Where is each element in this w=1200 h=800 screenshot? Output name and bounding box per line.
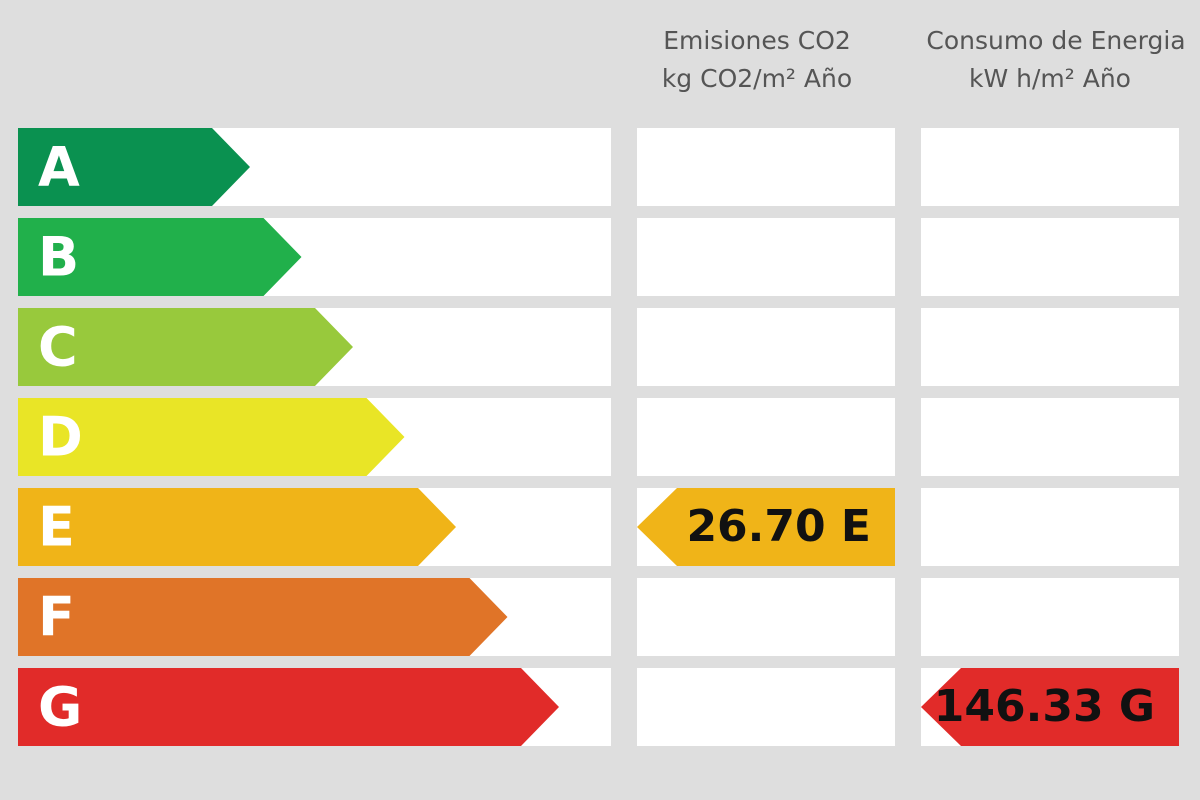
grade-arrow bbox=[18, 668, 559, 746]
grade-letter: A bbox=[38, 136, 80, 199]
energy-rating: 146.33 G bbox=[934, 681, 1155, 732]
grade-arrow bbox=[18, 128, 250, 206]
grade-letter: E bbox=[38, 496, 75, 559]
energy-cell bbox=[921, 218, 1179, 296]
grade-letter: D bbox=[38, 406, 83, 469]
grade-arrow bbox=[18, 218, 302, 296]
grade-letter: B bbox=[38, 226, 79, 289]
energy-cell bbox=[921, 488, 1179, 566]
grade-arrow bbox=[18, 488, 456, 566]
co2-cell bbox=[637, 578, 895, 656]
energy-cell bbox=[921, 398, 1179, 476]
grade-arrow bbox=[18, 308, 353, 386]
co2-cell bbox=[637, 668, 895, 746]
grade-letter: F bbox=[38, 586, 75, 649]
co2-unit: kg CO2/m² Año bbox=[662, 64, 852, 93]
energy-cell bbox=[921, 128, 1179, 206]
co2-cell bbox=[637, 308, 895, 386]
co2-cell bbox=[637, 398, 895, 476]
grade-arrow bbox=[18, 578, 508, 656]
grade-arrow bbox=[18, 398, 405, 476]
energy-header: Consumo de Energia bbox=[926, 26, 1185, 55]
energy-cell bbox=[921, 578, 1179, 656]
co2-rating: 26.70 E bbox=[686, 501, 871, 552]
co2-cell bbox=[637, 128, 895, 206]
energy-cell bbox=[921, 308, 1179, 386]
co2-cell bbox=[637, 218, 895, 296]
energy-rating-arrow bbox=[921, 668, 1179, 746]
grade-letter: G bbox=[38, 676, 82, 739]
co2-rating-arrow bbox=[637, 488, 895, 566]
energy-unit: kW h/m² Año bbox=[969, 64, 1131, 93]
grade-letter: C bbox=[38, 316, 78, 379]
co2-header: Emisiones CO2 bbox=[663, 26, 851, 55]
